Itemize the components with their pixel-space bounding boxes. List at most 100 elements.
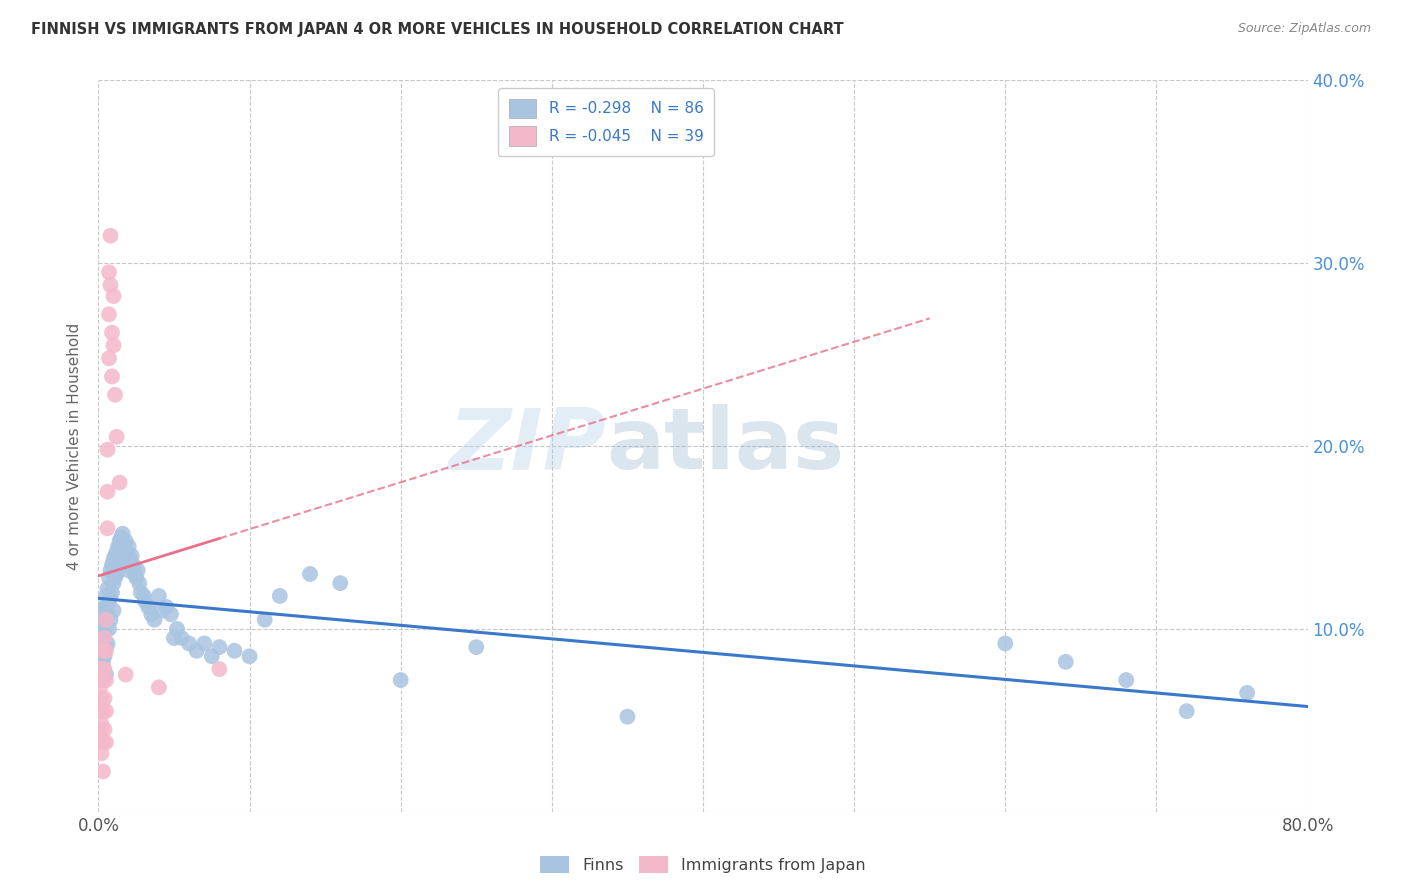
Point: [208, 640, 231, 655]
Point: [93, 691, 115, 706]
Point: [108, 475, 131, 490]
Point: [96, 521, 118, 535]
Point: [110, 552, 132, 566]
Point: [114, 667, 136, 681]
Legend: R = -0.298    N = 86, R = -0.045    N = 39: R = -0.298 N = 86, R = -0.045 N = 39: [498, 88, 714, 156]
Point: [163, 631, 186, 645]
Point: [1236, 686, 1258, 700]
Point: [89, 631, 111, 645]
Point: [166, 622, 188, 636]
Point: [91, 673, 114, 687]
Point: [105, 545, 128, 559]
Point: [103, 576, 125, 591]
Point: [93, 649, 115, 664]
Point: [141, 607, 163, 622]
Point: [100, 228, 122, 243]
Point: [90, 717, 112, 731]
Point: [201, 649, 224, 664]
Point: [105, 567, 128, 582]
Text: ZIP: ZIP: [449, 404, 606, 488]
Point: [143, 613, 166, 627]
Point: [94, 613, 117, 627]
Point: [94, 735, 117, 749]
Point: [103, 338, 125, 352]
Point: [89, 728, 111, 742]
Text: atlas: atlas: [606, 404, 845, 488]
Point: [94, 667, 117, 681]
Point: [101, 326, 124, 340]
Point: [100, 563, 122, 577]
Point: [98, 351, 121, 366]
Point: [96, 484, 118, 499]
Point: [103, 289, 125, 303]
Point: [91, 673, 114, 687]
Point: [98, 594, 121, 608]
Point: [112, 540, 135, 554]
Point: [124, 567, 146, 582]
Point: [136, 599, 159, 614]
Point: [94, 644, 117, 658]
Point: [389, 673, 412, 687]
Point: [93, 723, 115, 737]
Point: [104, 571, 127, 585]
Point: [128, 576, 150, 591]
Point: [160, 607, 183, 622]
Point: [91, 704, 114, 718]
Point: [94, 673, 117, 687]
Point: [93, 599, 115, 614]
Point: [111, 526, 134, 541]
Point: [93, 631, 115, 645]
Point: [90, 691, 112, 706]
Point: [132, 589, 155, 603]
Point: [96, 442, 118, 457]
Text: Source: ZipAtlas.com: Source: ZipAtlas.com: [1237, 22, 1371, 36]
Point: [104, 388, 127, 402]
Point: [120, 552, 142, 566]
Point: [239, 649, 262, 664]
Point: [616, 709, 638, 723]
Point: [89, 603, 111, 617]
Point: [94, 589, 117, 603]
Point: [465, 640, 488, 655]
Point: [114, 534, 136, 549]
Point: [134, 594, 156, 608]
Point: [90, 622, 112, 636]
Point: [186, 644, 208, 658]
Point: [94, 640, 117, 655]
Text: FINNISH VS IMMIGRANTS FROM JAPAN 4 OR MORE VEHICLES IN HOUSEHOLD CORRELATION CHA: FINNISH VS IMMIGRANTS FROM JAPAN 4 OR MO…: [31, 22, 844, 37]
Point: [98, 265, 121, 279]
Point: [107, 540, 129, 554]
Point: [90, 746, 112, 760]
Point: [100, 589, 122, 603]
Point: [150, 603, 173, 617]
Point: [98, 622, 121, 636]
Point: [91, 613, 114, 627]
Point: [155, 599, 177, 614]
Point: [118, 563, 141, 577]
Point: [89, 681, 111, 695]
Point: [299, 567, 322, 582]
Point: [224, 644, 246, 658]
Legend: Finns, Immigrants from Japan: Finns, Immigrants from Japan: [534, 849, 872, 880]
Point: [91, 636, 114, 650]
Point: [98, 571, 121, 585]
Point: [127, 563, 149, 577]
Point: [994, 636, 1017, 650]
Point: [329, 576, 352, 591]
Point: [90, 662, 112, 676]
Point: [100, 613, 122, 627]
Point: [104, 549, 127, 563]
Point: [115, 545, 138, 559]
Point: [93, 625, 115, 640]
Point: [114, 558, 136, 572]
Point: [101, 585, 124, 599]
Point: [125, 571, 148, 585]
Point: [101, 558, 124, 572]
Point: [96, 636, 118, 650]
Point: [90, 644, 112, 658]
Point: [91, 655, 114, 669]
Point: [121, 549, 143, 563]
Point: [148, 681, 170, 695]
Point: [101, 369, 124, 384]
Y-axis label: 4 or more Vehicles in Household: 4 or more Vehicles in Household: [67, 322, 83, 570]
